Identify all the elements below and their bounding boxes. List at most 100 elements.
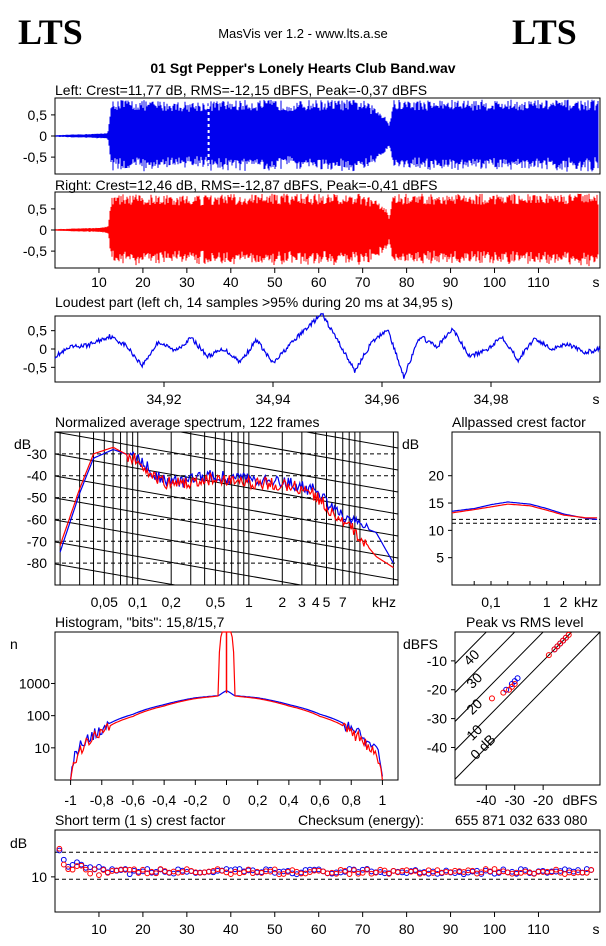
pvr-point-1 (565, 631, 572, 638)
lts-logo-left: LTS (18, 12, 83, 52)
stcrest-point-1 (359, 869, 366, 876)
stcrest-point-0 (500, 866, 507, 873)
checksum-value: 655 871 032 633 080 (455, 812, 588, 828)
stcrest-point-1 (583, 869, 590, 876)
stcrest-point-1 (372, 869, 379, 876)
xtick-label: 0,2 (161, 594, 181, 610)
stcrest-point-1 (553, 866, 559, 873)
crest-series-1 (451, 503, 598, 519)
stcrest-point-1 (245, 866, 252, 873)
stcrest-point-1 (548, 869, 555, 876)
xtick-label: 100 (483, 921, 507, 937)
stcrest-point-1 (60, 861, 67, 868)
left-waveform-title: Left: Crest=11,77 dB, RMS=-12,15 dBFS, P… (55, 82, 428, 98)
ytick-label: -0,5 (23, 359, 47, 375)
pvr-point-1 (488, 695, 495, 702)
ytick-label: -40 (427, 739, 447, 755)
ytick-label: -10 (427, 653, 447, 669)
xtick-label: 0,6 (310, 792, 330, 808)
stcrest-point-1 (140, 866, 146, 873)
spectrum-ylabel: dB (14, 436, 31, 452)
stcrest-point-1 (280, 871, 287, 877)
file-name: 01 Sgt Pepper's Lonely Hearts Club Band.… (150, 60, 456, 76)
stcrest-point-1 (386, 870, 392, 877)
allpassed-crest-title: Allpassed crest factor (452, 414, 586, 430)
xtick-label: 80 (399, 274, 415, 290)
stcrest-point-1 (491, 866, 498, 872)
stcrest-point-1 (425, 867, 432, 874)
xtick-label: 0,2 (248, 792, 268, 808)
stcrest-point-1 (56, 845, 63, 852)
ytick-label: 0 (39, 128, 47, 144)
histogram-series-0 (70, 689, 383, 781)
stcrest-point-1 (153, 870, 159, 877)
stcrest-point-1 (421, 869, 428, 876)
stcrest-point-1 (588, 867, 595, 873)
checksum-label: Checksum (energy): (298, 812, 425, 828)
stcrest-point-0 (60, 856, 67, 863)
xtick-label: 1 (543, 594, 551, 610)
xtick-label: 0,5 (206, 594, 226, 610)
xtick-label: -0,4 (152, 792, 176, 808)
stcrest-frame (54, 829, 601, 913)
stcrest-point-1 (96, 872, 102, 879)
xtick-label: 40 (223, 921, 239, 937)
xtick-label: 34,92 (146, 391, 181, 407)
stcrest-point-1 (478, 869, 485, 876)
xtick-label: 2 (560, 594, 568, 610)
ytick-label: 15 (428, 495, 444, 511)
stcrest-point-0 (74, 859, 80, 866)
spectrum-diagonal (55, 432, 398, 493)
spectrum-series-1 (59, 446, 394, 569)
xtick-label: -20 (533, 792, 553, 808)
loudest-series (54, 312, 601, 379)
stcrest-point-1 (430, 870, 436, 876)
ytick-label: 100 (27, 708, 51, 724)
stcrest-point-0 (56, 847, 63, 854)
xtick-label: 7 (339, 594, 347, 610)
xtick-label: 20 (135, 274, 151, 290)
pvr-point-0 (514, 675, 521, 682)
xtick-label: 5 (323, 594, 331, 610)
spectrum-diagonal (177, 432, 398, 471)
stcrest-point-1 (381, 867, 388, 874)
ytick-label: 5 (436, 550, 444, 566)
pvr-crest-line (455, 632, 544, 723)
ytick-label: -80 (27, 555, 47, 571)
lts-logo-right: LTS (512, 12, 577, 52)
pvr-crest-label: 40 (460, 646, 482, 668)
xtick-label: 0,05 (91, 594, 118, 610)
ytick-label: -0,5 (23, 243, 47, 259)
stcrest-point-1 (179, 869, 186, 875)
xtick-label: 3 (298, 594, 306, 610)
xtick-label: 0,4 (279, 792, 299, 808)
xtick-label: 110 (527, 274, 550, 290)
ytick-label: 10 (31, 869, 47, 885)
ytick-label: -30 (27, 446, 47, 462)
stcrest-point-1 (482, 866, 489, 872)
xtick-label: 34,96 (364, 391, 399, 407)
spectrum-diagonal (55, 541, 304, 585)
spectrum-diagonal (55, 497, 398, 559)
xtick-label: -1 (64, 792, 77, 808)
stcrest-point-0 (575, 867, 581, 873)
pvr-crest-line (455, 632, 487, 665)
spectrum-diagonals (55, 366, 398, 585)
xunit-label: s (593, 921, 600, 937)
xtick-label: 30 (179, 921, 195, 937)
stcrest-point-1 (333, 870, 340, 877)
ytick-label: -0,5 (23, 149, 47, 165)
xtick-label: 0 (223, 792, 231, 808)
xunit-label: kHz (574, 594, 598, 610)
xtick-label: -0,6 (121, 792, 145, 808)
ytick-label: 0,5 (28, 107, 48, 123)
spectrum-diagonal (55, 366, 398, 426)
xtick-label: 70 (355, 274, 371, 290)
pvr-crest-line (455, 632, 516, 694)
pvr-crest-label: 30 (463, 669, 485, 691)
app-version: MasVis ver 1.2 - www.lts.a.se (218, 26, 388, 41)
ytick-label: 10 (34, 740, 50, 756)
stcrest-point-1 (271, 866, 278, 873)
spectrum-diagonal (55, 563, 178, 585)
